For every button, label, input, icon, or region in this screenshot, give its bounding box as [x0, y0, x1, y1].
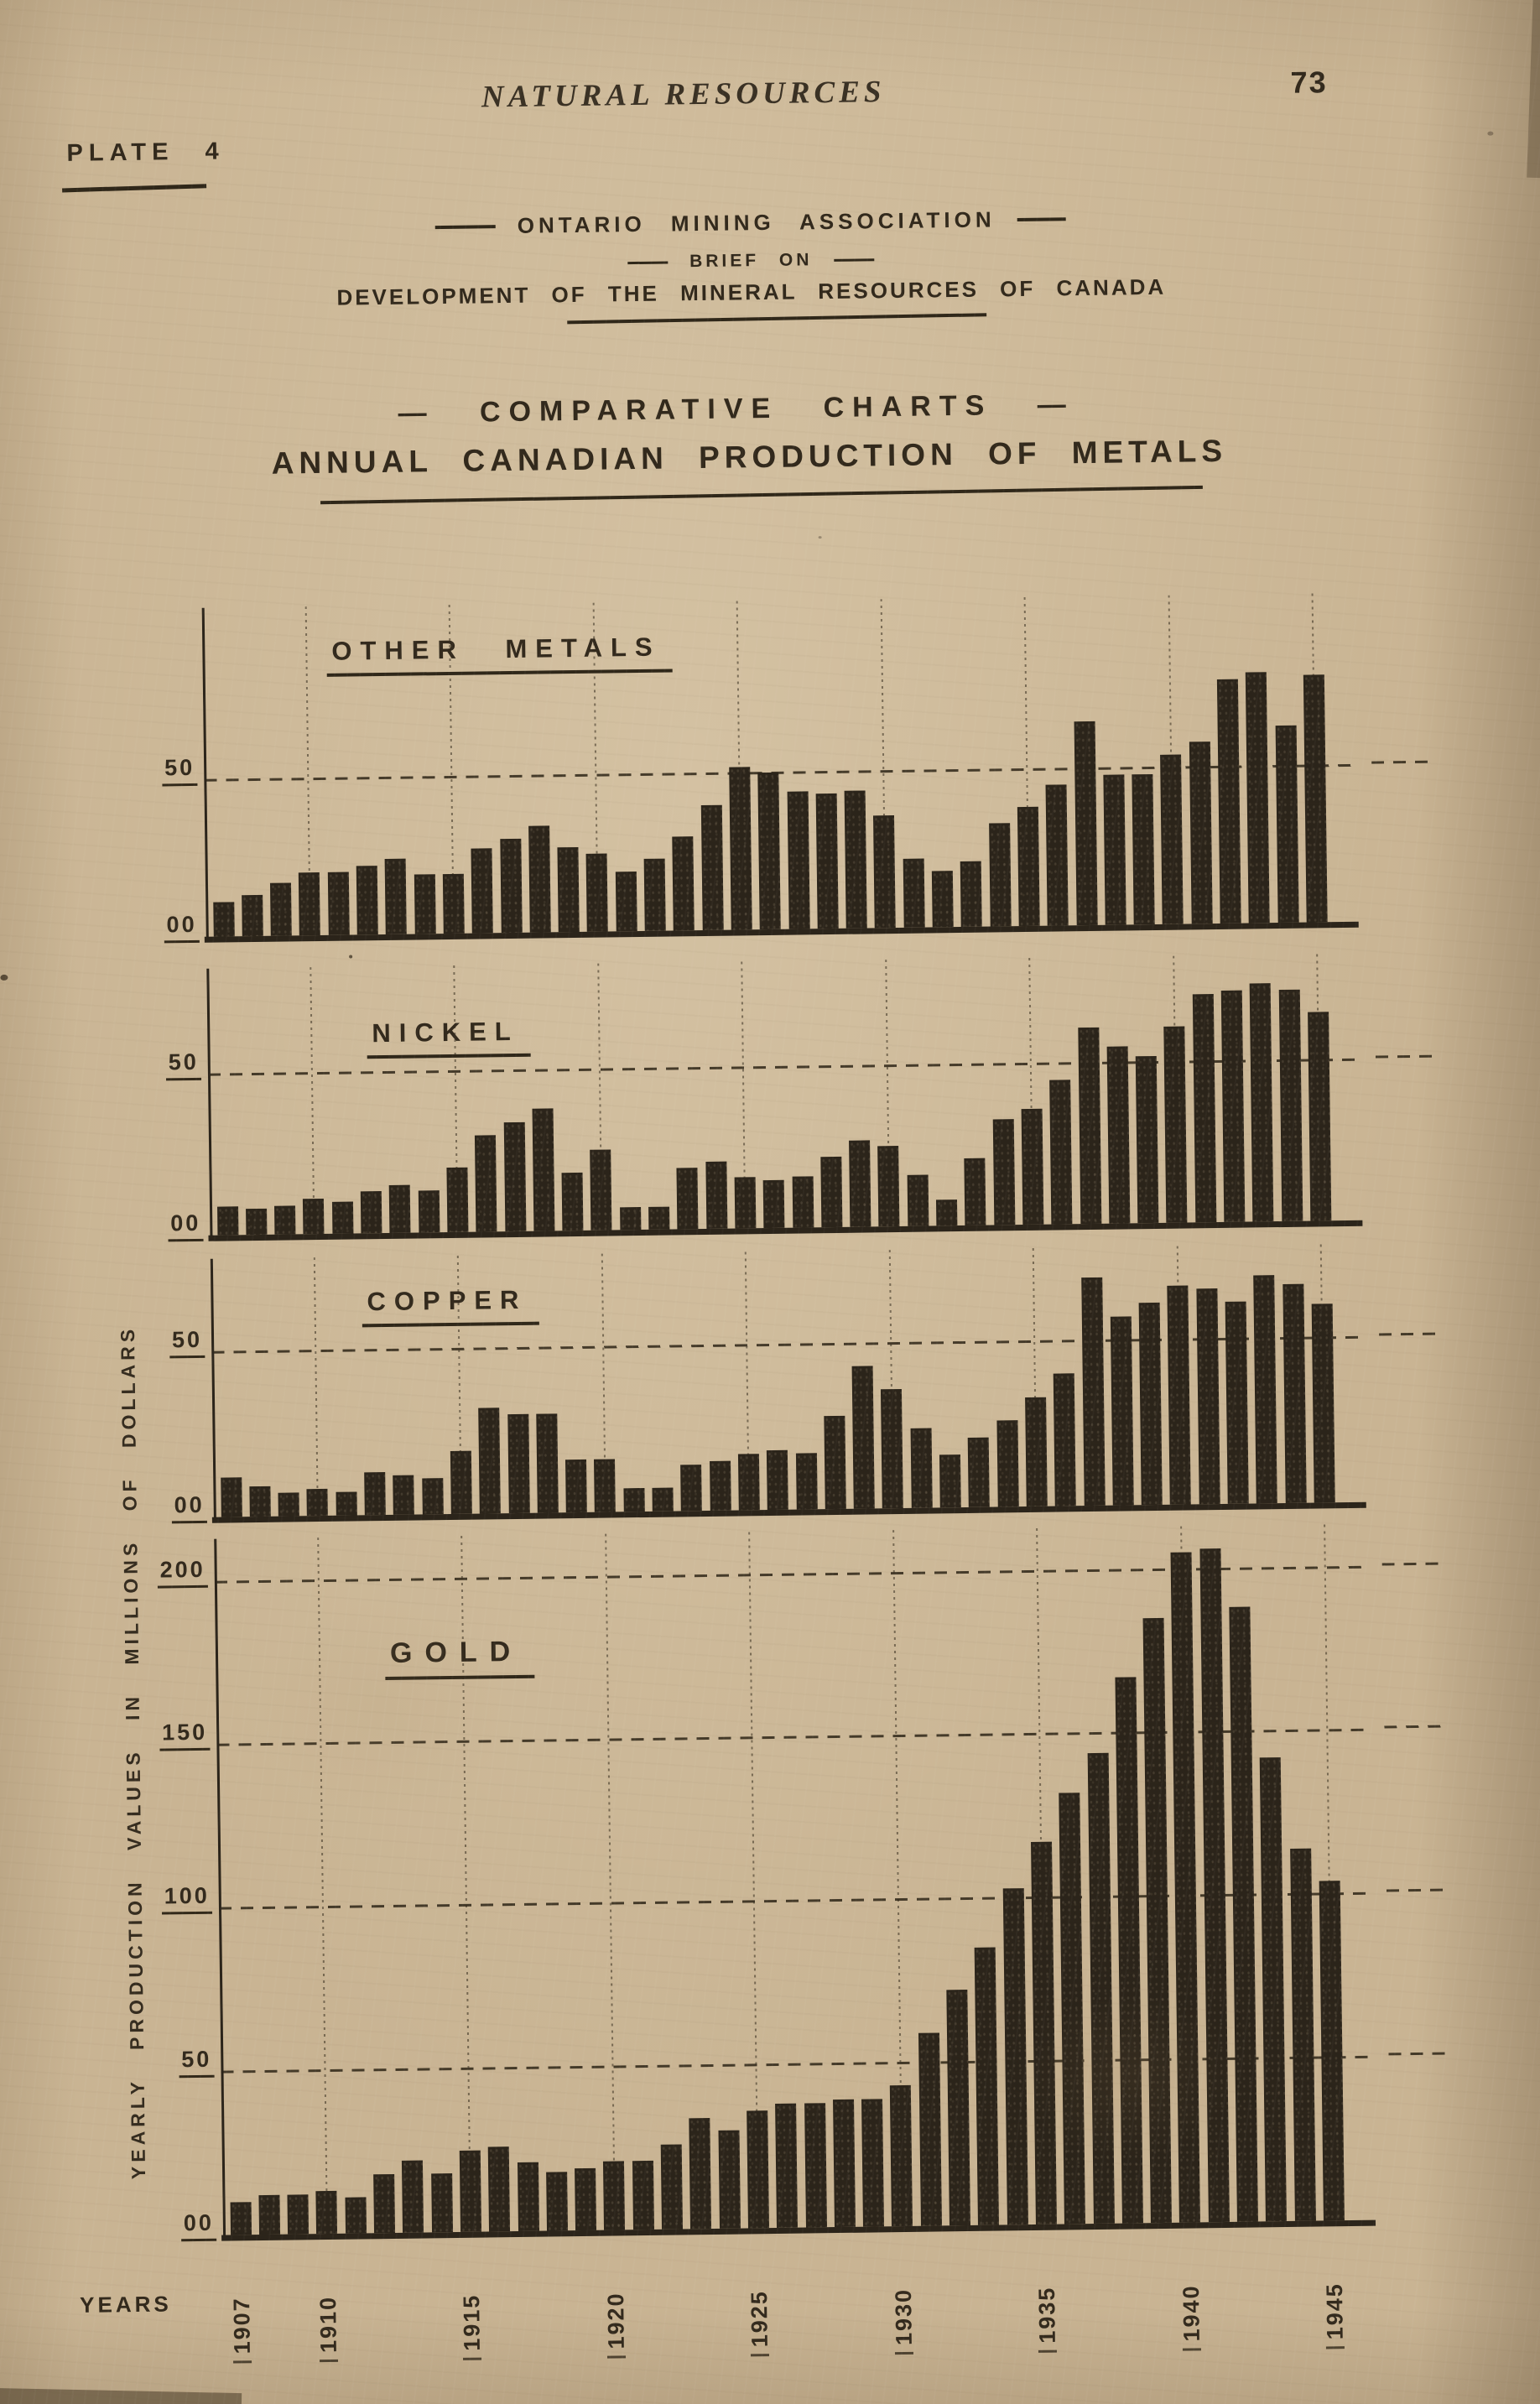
bar-gold-1928 — [833, 2099, 856, 2228]
bar-gold-1910 — [315, 2190, 338, 2235]
bar-gold-1920 — [602, 2161, 626, 2230]
bar-gold-1934 — [1002, 1888, 1028, 2225]
bar-gold-1930 — [889, 2084, 913, 2227]
paper-speck — [349, 955, 353, 959]
y-tick-label-200: 200 — [127, 1556, 208, 1589]
x-tick-label-1925: 1925 — [747, 2290, 773, 2348]
paper-speck — [818, 536, 822, 539]
bar-gold-1923 — [689, 2118, 712, 2230]
x-tick-dash-1925 — [751, 2354, 770, 2357]
bar-gold-1938 — [1115, 1677, 1143, 2224]
x-tick-label-1930: 1930 — [890, 2287, 917, 2346]
x-tick-dash-1915 — [463, 2357, 482, 2360]
gridline-50 — [221, 2055, 1372, 2074]
y-axis-gold — [214, 1538, 226, 2240]
bar-gold-1914 — [431, 2173, 454, 2233]
page-edge-shadow-right — [1527, 0, 1540, 179]
y-tick-label-00: 00 — [136, 2209, 217, 2242]
x-tick-dash-1930 — [894, 2351, 913, 2355]
bar-gold-1939 — [1142, 1617, 1172, 2224]
gridline-year-1920 — [605, 1533, 616, 2225]
bar-gold-1935 — [1031, 1841, 1057, 2224]
gridline-stub-100 — [1386, 1888, 1449, 1892]
y-tick-text: 200 — [157, 1556, 208, 1589]
x-tick-dash-1920 — [606, 2355, 626, 2359]
x-tick-label-1910: 1910 — [315, 2295, 341, 2354]
chart-title-gold: GOLD — [384, 1635, 535, 1681]
bar-gold-1926 — [775, 2103, 799, 2228]
x-tick-label-1940: 1940 — [1178, 2284, 1204, 2342]
gridline-year-1910 — [317, 1538, 328, 2230]
paper-speck — [0, 974, 8, 981]
x-tick-dash-1940 — [1182, 2348, 1201, 2351]
bar-gold-1943 — [1259, 1757, 1287, 2222]
bar-gold-1918 — [546, 2172, 569, 2231]
bar-gold-1915 — [459, 2150, 482, 2232]
gridline-100 — [218, 1892, 1370, 1911]
x-tick-label-1907: 1907 — [229, 2297, 255, 2355]
bar-gold-1933 — [974, 1947, 999, 2225]
bar-gold-1925 — [747, 2110, 770, 2229]
y-tick-label-100: 100 — [132, 1883, 213, 1915]
bar-gold-1922 — [660, 2144, 684, 2230]
bar-gold-1931 — [918, 2032, 942, 2226]
charts-area: 00 50 OTHER METALS 00 50 NICKEL 00 50 COPPER 00 50… — [0, 0, 1524, 2364]
x-tick-label-1915: 1915 — [459, 2293, 486, 2351]
gridline-stub-50 — [1388, 2052, 1451, 2056]
x-tick-dash-1935 — [1038, 2349, 1058, 2353]
bar-gold-1937 — [1087, 1752, 1115, 2224]
bar-gold-1945 — [1319, 1881, 1345, 2221]
x-tick-dash-1945 — [1326, 2346, 1345, 2349]
paper-speck — [1487, 131, 1494, 136]
x-tick-dash-1907 — [233, 2360, 252, 2364]
bar-gold-1909 — [287, 2194, 310, 2235]
gridline-stub-200 — [1381, 1562, 1444, 1566]
bar-gold-1927 — [804, 2103, 828, 2228]
bar-gold-1912 — [373, 2173, 396, 2234]
bar-gold-1924 — [718, 2130, 741, 2229]
bar-gold-1919 — [575, 2167, 597, 2231]
bar-gold-1917 — [517, 2162, 540, 2232]
y-tick-text: 00 — [180, 2209, 217, 2242]
x-tick-dash-1910 — [319, 2359, 338, 2363]
gridline-150 — [216, 1729, 1368, 1747]
bar-gold-1921 — [632, 2160, 655, 2230]
bar-gold-1942 — [1229, 1606, 1258, 2222]
y-tick-text: 50 — [179, 2046, 215, 2079]
gridline-stub-150 — [1384, 1725, 1447, 1729]
bar-gold-1907 — [230, 2202, 252, 2235]
bar-gold-1913 — [401, 2160, 424, 2233]
x-tick-label-1935: 1935 — [1034, 2286, 1061, 2344]
x-tick-label-1945: 1945 — [1322, 2282, 1349, 2340]
bar-gold-1941 — [1199, 1548, 1230, 2223]
x-tick-label-1920: 1920 — [602, 2292, 629, 2349]
y-tick-text: 100 — [161, 1883, 213, 1915]
bar-gold-1916 — [487, 2146, 511, 2232]
bar-gold-1911 — [345, 2197, 367, 2234]
gridline-200 — [214, 1565, 1366, 1584]
y-tick-label-150: 150 — [129, 1720, 211, 1752]
bar-gold-1936 — [1059, 1793, 1085, 2224]
y-tick-label-50: 50 — [133, 2046, 215, 2079]
bar-gold-1908 — [258, 2194, 281, 2235]
y-tick-text: 150 — [159, 1720, 211, 1752]
bar-gold-1940 — [1170, 1552, 1200, 2223]
bar-gold-1929 — [861, 2099, 884, 2227]
bar-gold-1944 — [1290, 1848, 1316, 2221]
bar-gold-1932 — [946, 1990, 970, 2226]
